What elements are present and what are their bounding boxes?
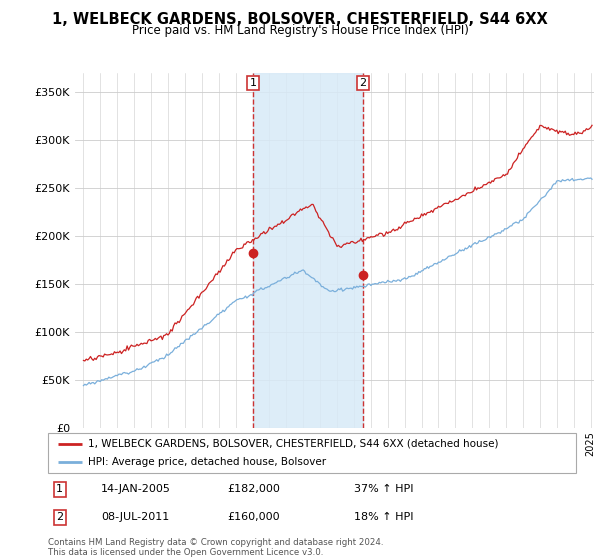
Text: Price paid vs. HM Land Registry's House Price Index (HPI): Price paid vs. HM Land Registry's House … [131, 24, 469, 37]
FancyBboxPatch shape [48, 433, 576, 473]
Text: 1, WELBECK GARDENS, BOLSOVER, CHESTERFIELD, S44 6XX: 1, WELBECK GARDENS, BOLSOVER, CHESTERFIE… [52, 12, 548, 27]
Text: 18% ↑ HPI: 18% ↑ HPI [354, 512, 414, 522]
Text: 1: 1 [250, 78, 257, 88]
Text: 2: 2 [359, 78, 366, 88]
Text: 37% ↑ HPI: 37% ↑ HPI [354, 484, 414, 494]
Text: 1, WELBECK GARDENS, BOLSOVER, CHESTERFIELD, S44 6XX (detached house): 1, WELBECK GARDENS, BOLSOVER, CHESTERFIE… [88, 439, 498, 449]
Text: 1: 1 [56, 484, 63, 494]
Text: 2: 2 [56, 512, 63, 522]
Bar [253, 73, 363, 428]
Text: 14-JAN-2005: 14-JAN-2005 [101, 484, 170, 494]
Text: £182,000: £182,000 [227, 484, 280, 494]
Text: HPI: Average price, detached house, Bolsover: HPI: Average price, detached house, Bols… [88, 458, 326, 467]
Text: 08-JUL-2011: 08-JUL-2011 [101, 512, 169, 522]
Text: Contains HM Land Registry data © Crown copyright and database right 2024.
This d: Contains HM Land Registry data © Crown c… [48, 538, 383, 557]
Text: £160,000: £160,000 [227, 512, 280, 522]
